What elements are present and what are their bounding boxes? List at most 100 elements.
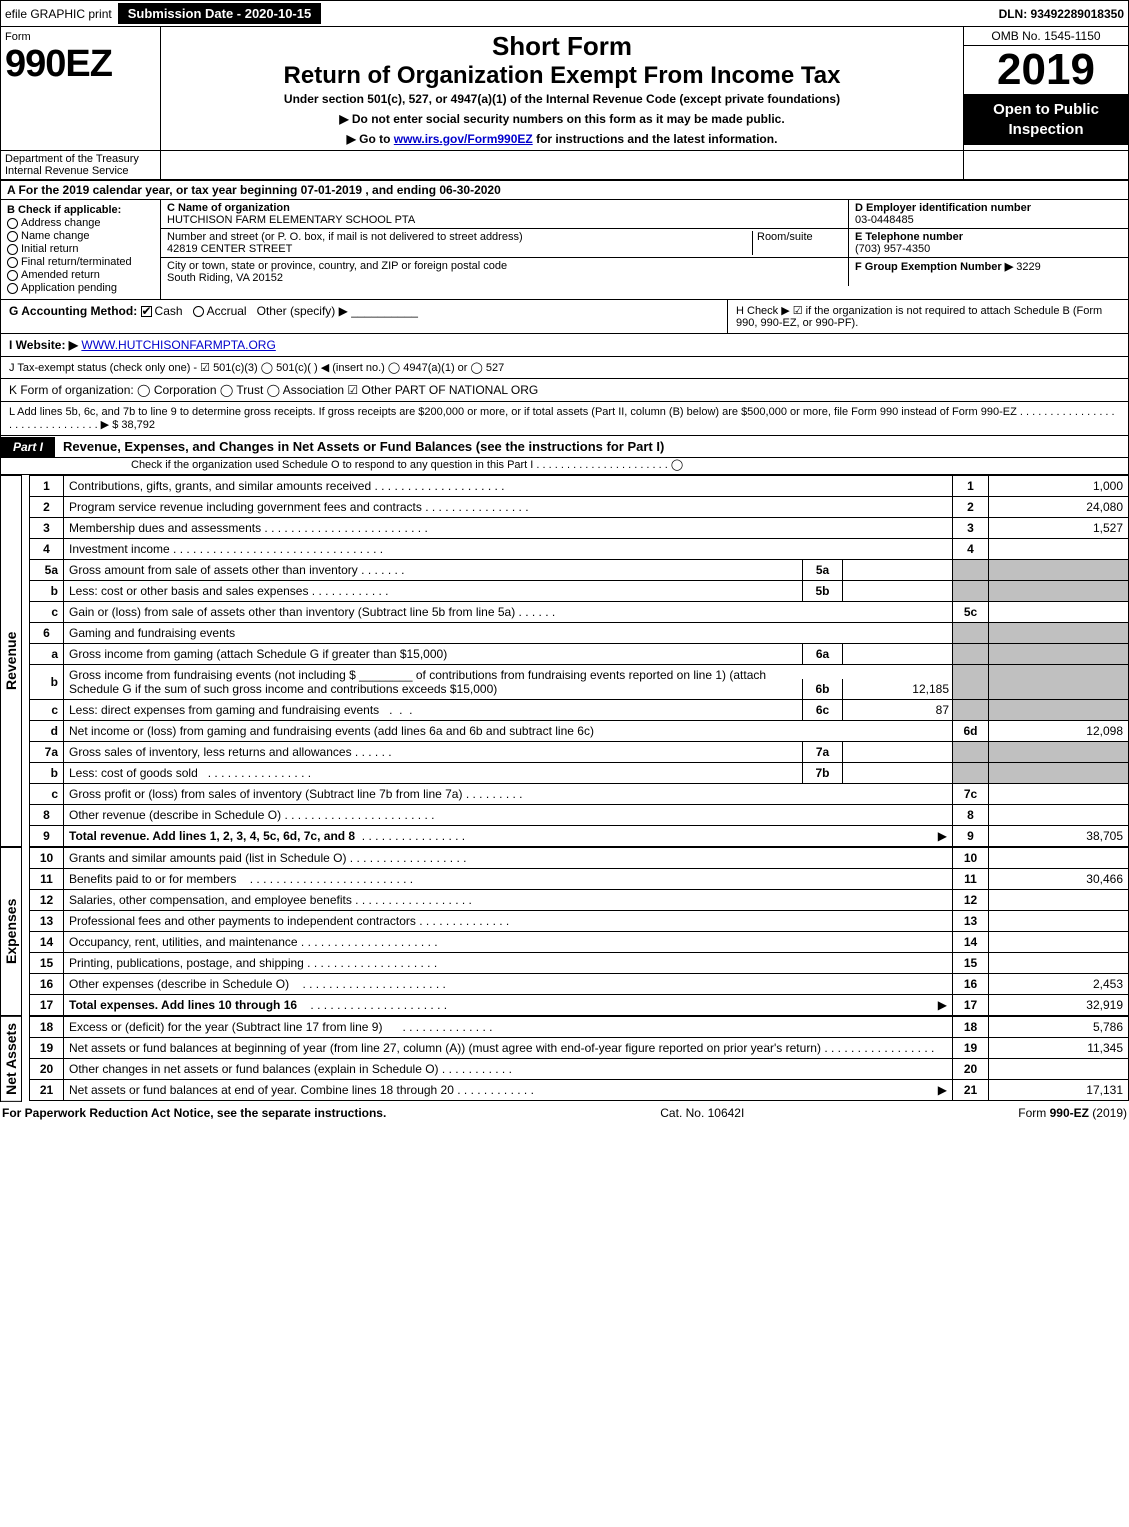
i-website-row: I Website: ▶ WWW.HUTCHISONFARMPTA.ORG <box>0 334 1129 357</box>
dept-treasury: Department of the Treasury <box>5 153 156 165</box>
line-1: 1Contributions, gifts, grants, and simil… <box>30 476 1129 497</box>
room-suite-label: Room/suite <box>752 231 842 255</box>
line-11: 11Benefits paid to or for members . . . … <box>30 869 1129 890</box>
line-4: 4Investment income . . . . . . . . . . .… <box>30 539 1129 560</box>
l-gross-receipts: L Add lines 5b, 6c, and 7b to line 9 to … <box>0 402 1129 436</box>
f-group-value: 3229 <box>1016 261 1040 273</box>
footer-mid: Cat. No. 10642I <box>660 1106 744 1120</box>
revenue-section: Revenue 1Contributions, gifts, grants, a… <box>0 475 1129 847</box>
form-word: Form <box>5 31 156 43</box>
part1-tag: Part I <box>1 437 55 457</box>
line-15: 15Printing, publications, postage, and s… <box>30 953 1129 974</box>
line-5c: cGain or (loss) from sale of assets othe… <box>30 602 1129 623</box>
net-assets-section: Net Assets 18Excess or (deficit) for the… <box>0 1016 1129 1102</box>
form-header: Form 990EZ Short Form Return of Organiza… <box>0 27 1129 151</box>
line-5b: bLess: cost or other basis and sales exp… <box>30 581 1129 602</box>
line-7b: bLess: cost of goods sold . . . . . . . … <box>30 763 1129 784</box>
g-cash-text: Cash <box>155 304 183 318</box>
title-short-form: Short Form <box>169 31 955 62</box>
part1-title: Revenue, Expenses, and Changes in Net As… <box>55 436 1128 457</box>
line-18: 18Excess or (deficit) for the year (Subt… <box>30 1017 1129 1038</box>
open-to-public: Open to Public Inspection <box>964 94 1128 145</box>
line-2: 2Program service revenue including gover… <box>30 497 1129 518</box>
title-subtitle: Under section 501(c), 527, or 4947(a)(1)… <box>169 92 955 106</box>
tax-year: 2019 <box>964 46 1128 94</box>
footer-left: For Paperwork Reduction Act Notice, see … <box>2 1106 386 1120</box>
e-tel-label: E Telephone number <box>855 231 1122 243</box>
h-text: H Check ▶ ☑ if the organization is not r… <box>728 300 1128 333</box>
b-title: B Check if applicable: <box>7 204 121 216</box>
k-form-of-org: K Form of organization: ◯ Corporation ◯ … <box>0 379 1129 402</box>
line-5a: 5aGross amount from sale of assets other… <box>30 560 1129 581</box>
chk-application-pending[interactable]: Application pending <box>7 282 154 294</box>
omb-number: OMB No. 1545-1150 <box>964 27 1128 46</box>
part1-note: Check if the organization used Schedule … <box>0 458 1129 475</box>
instr-no-ssn: ▶ Do not enter social security numbers o… <box>169 112 955 126</box>
line-14: 14Occupancy, rent, utilities, and mainte… <box>30 932 1129 953</box>
chk-name-change[interactable]: Name change <box>7 230 154 242</box>
side-revenue: Revenue <box>1 475 22 847</box>
side-net-assets: Net Assets <box>1 1016 22 1102</box>
submission-date-button[interactable]: Submission Date - 2020-10-15 <box>118 3 322 24</box>
efile-label: efile GRAPHIC print <box>5 7 112 21</box>
form-number: 990EZ <box>5 43 156 86</box>
line-7a: 7aGross sales of inventory, less returns… <box>30 742 1129 763</box>
g-accrual-text: Accrual <box>207 304 247 318</box>
org-name: HUTCHISON FARM ELEMENTARY SCHOOL PTA <box>167 214 842 226</box>
title-return: Return of Organization Exempt From Incom… <box>169 62 955 90</box>
part1-header: Part I Revenue, Expenses, and Changes in… <box>0 436 1129 458</box>
city-value: South Riding, VA 20152 <box>167 272 842 284</box>
chk-final-return[interactable]: Final return/terminated <box>7 256 154 268</box>
chk-address-change[interactable]: Address change <box>7 217 154 229</box>
line-17: 17Total expenses. Add lines 10 through 1… <box>30 995 1129 1016</box>
f-group-label: F Group Exemption Number ▶ <box>855 261 1013 273</box>
g-cash-checkbox[interactable] <box>141 306 152 317</box>
dept-irs: Internal Revenue Service <box>5 165 156 177</box>
line-10: 10Grants and similar amounts paid (list … <box>30 848 1129 869</box>
d-ein-label: D Employer identification number <box>855 202 1122 214</box>
addr-label: Number and street (or P. O. box, if mail… <box>167 231 752 243</box>
chk-amended-return[interactable]: Amended return <box>7 269 154 281</box>
dept-row: Department of the Treasury Internal Reve… <box>0 151 1129 181</box>
side-expenses: Expenses <box>1 847 22 1016</box>
line-20: 20Other changes in net assets or fund ba… <box>30 1059 1129 1080</box>
line-21: 21Net assets or fund balances at end of … <box>30 1080 1129 1101</box>
footer-right: Form 990-EZ (2019) <box>1018 1106 1127 1120</box>
expenses-section: Expenses 10Grants and similar amounts pa… <box>0 847 1129 1016</box>
d-ein-value: 03-0448485 <box>855 214 1122 226</box>
c-name-label: C Name of organization <box>167 202 842 214</box>
instr-goto: ▶ Go to www.irs.gov/Form990EZ for instru… <box>169 132 955 146</box>
line-6c: cLess: direct expenses from gaming and f… <box>30 700 1129 721</box>
line-12: 12Salaries, other compensation, and empl… <box>30 890 1129 911</box>
line-16: 16Other expenses (describe in Schedule O… <box>30 974 1129 995</box>
line-6b: bGross income from fundraising events (n… <box>30 665 1129 700</box>
g-accrual-checkbox[interactable] <box>193 306 204 317</box>
e-tel-value: (703) 957-4350 <box>855 243 1122 255</box>
dln-label: DLN: 93492289018350 <box>999 7 1124 21</box>
goto-post: for instructions and the latest informat… <box>536 132 777 146</box>
i-label: I Website: ▶ <box>9 338 78 352</box>
org-info-block: B Check if applicable: Address change Na… <box>0 200 1129 300</box>
line-6: 6Gaming and fundraising events <box>30 623 1129 644</box>
g-other-text: Other (specify) ▶ <box>257 304 348 318</box>
section-a-tax-year: A For the 2019 calendar year, or tax yea… <box>0 181 1129 200</box>
line-19: 19Net assets or fund balances at beginni… <box>30 1038 1129 1059</box>
g-label: G Accounting Method: <box>9 304 137 318</box>
irs-link[interactable]: www.irs.gov/Form990EZ <box>394 132 533 146</box>
line-6a: aGross income from gaming (attach Schedu… <box>30 644 1129 665</box>
line-7c: cGross profit or (loss) from sales of in… <box>30 784 1129 805</box>
line-6d: dNet income or (loss) from gaming and fu… <box>30 721 1129 742</box>
addr-value: 42819 CENTER STREET <box>167 243 752 255</box>
chk-initial-return[interactable]: Initial return <box>7 243 154 255</box>
line-8: 8Other revenue (describe in Schedule O) … <box>30 805 1129 826</box>
city-label: City or town, state or province, country… <box>167 260 842 272</box>
goto-pre: ▶ Go to <box>347 132 394 146</box>
gh-row: G Accounting Method: Cash Accrual Other … <box>0 300 1129 334</box>
page-footer: For Paperwork Reduction Act Notice, see … <box>0 1102 1129 1124</box>
line-3: 3Membership dues and assessments . . . .… <box>30 518 1129 539</box>
line-13: 13Professional fees and other payments t… <box>30 911 1129 932</box>
line-9: 9Total revenue. Add lines 1, 2, 3, 4, 5c… <box>30 826 1129 847</box>
top-bar: efile GRAPHIC print Submission Date - 20… <box>0 0 1129 27</box>
website-link[interactable]: WWW.HUTCHISONFARMPTA.ORG <box>81 338 275 352</box>
j-tax-exempt: J Tax-exempt status (check only one) - ☑… <box>0 357 1129 379</box>
